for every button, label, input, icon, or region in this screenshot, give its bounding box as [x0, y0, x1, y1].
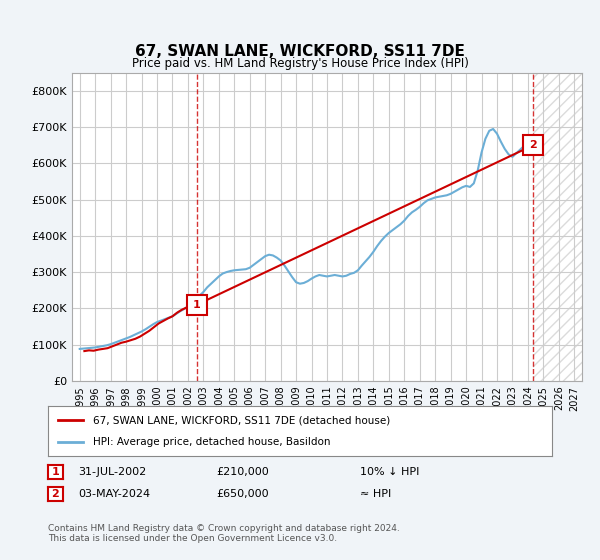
Text: 67, SWAN LANE, WICKFORD, SS11 7DE (detached house): 67, SWAN LANE, WICKFORD, SS11 7DE (detac… — [94, 415, 391, 425]
Text: Price paid vs. HM Land Registry's House Price Index (HPI): Price paid vs. HM Land Registry's House … — [131, 57, 469, 70]
Text: Contains HM Land Registry data © Crown copyright and database right 2024.
This d: Contains HM Land Registry data © Crown c… — [48, 524, 400, 543]
Text: 03-MAY-2024: 03-MAY-2024 — [78, 489, 150, 500]
Text: 1: 1 — [193, 300, 201, 310]
Text: 2: 2 — [52, 489, 59, 499]
Text: HPI: Average price, detached house, Basildon: HPI: Average price, detached house, Basi… — [94, 437, 331, 447]
Text: £650,000: £650,000 — [216, 489, 269, 500]
Text: ≈ HPI: ≈ HPI — [360, 489, 391, 500]
Text: 2: 2 — [529, 140, 537, 150]
Text: £210,000: £210,000 — [216, 467, 269, 477]
Text: 1: 1 — [52, 467, 59, 477]
Bar — [533, 73, 582, 381]
Text: 67, SWAN LANE, WICKFORD, SS11 7DE: 67, SWAN LANE, WICKFORD, SS11 7DE — [135, 44, 465, 59]
Text: 31-JUL-2002: 31-JUL-2002 — [78, 467, 146, 477]
Text: 10% ↓ HPI: 10% ↓ HPI — [360, 467, 419, 477]
